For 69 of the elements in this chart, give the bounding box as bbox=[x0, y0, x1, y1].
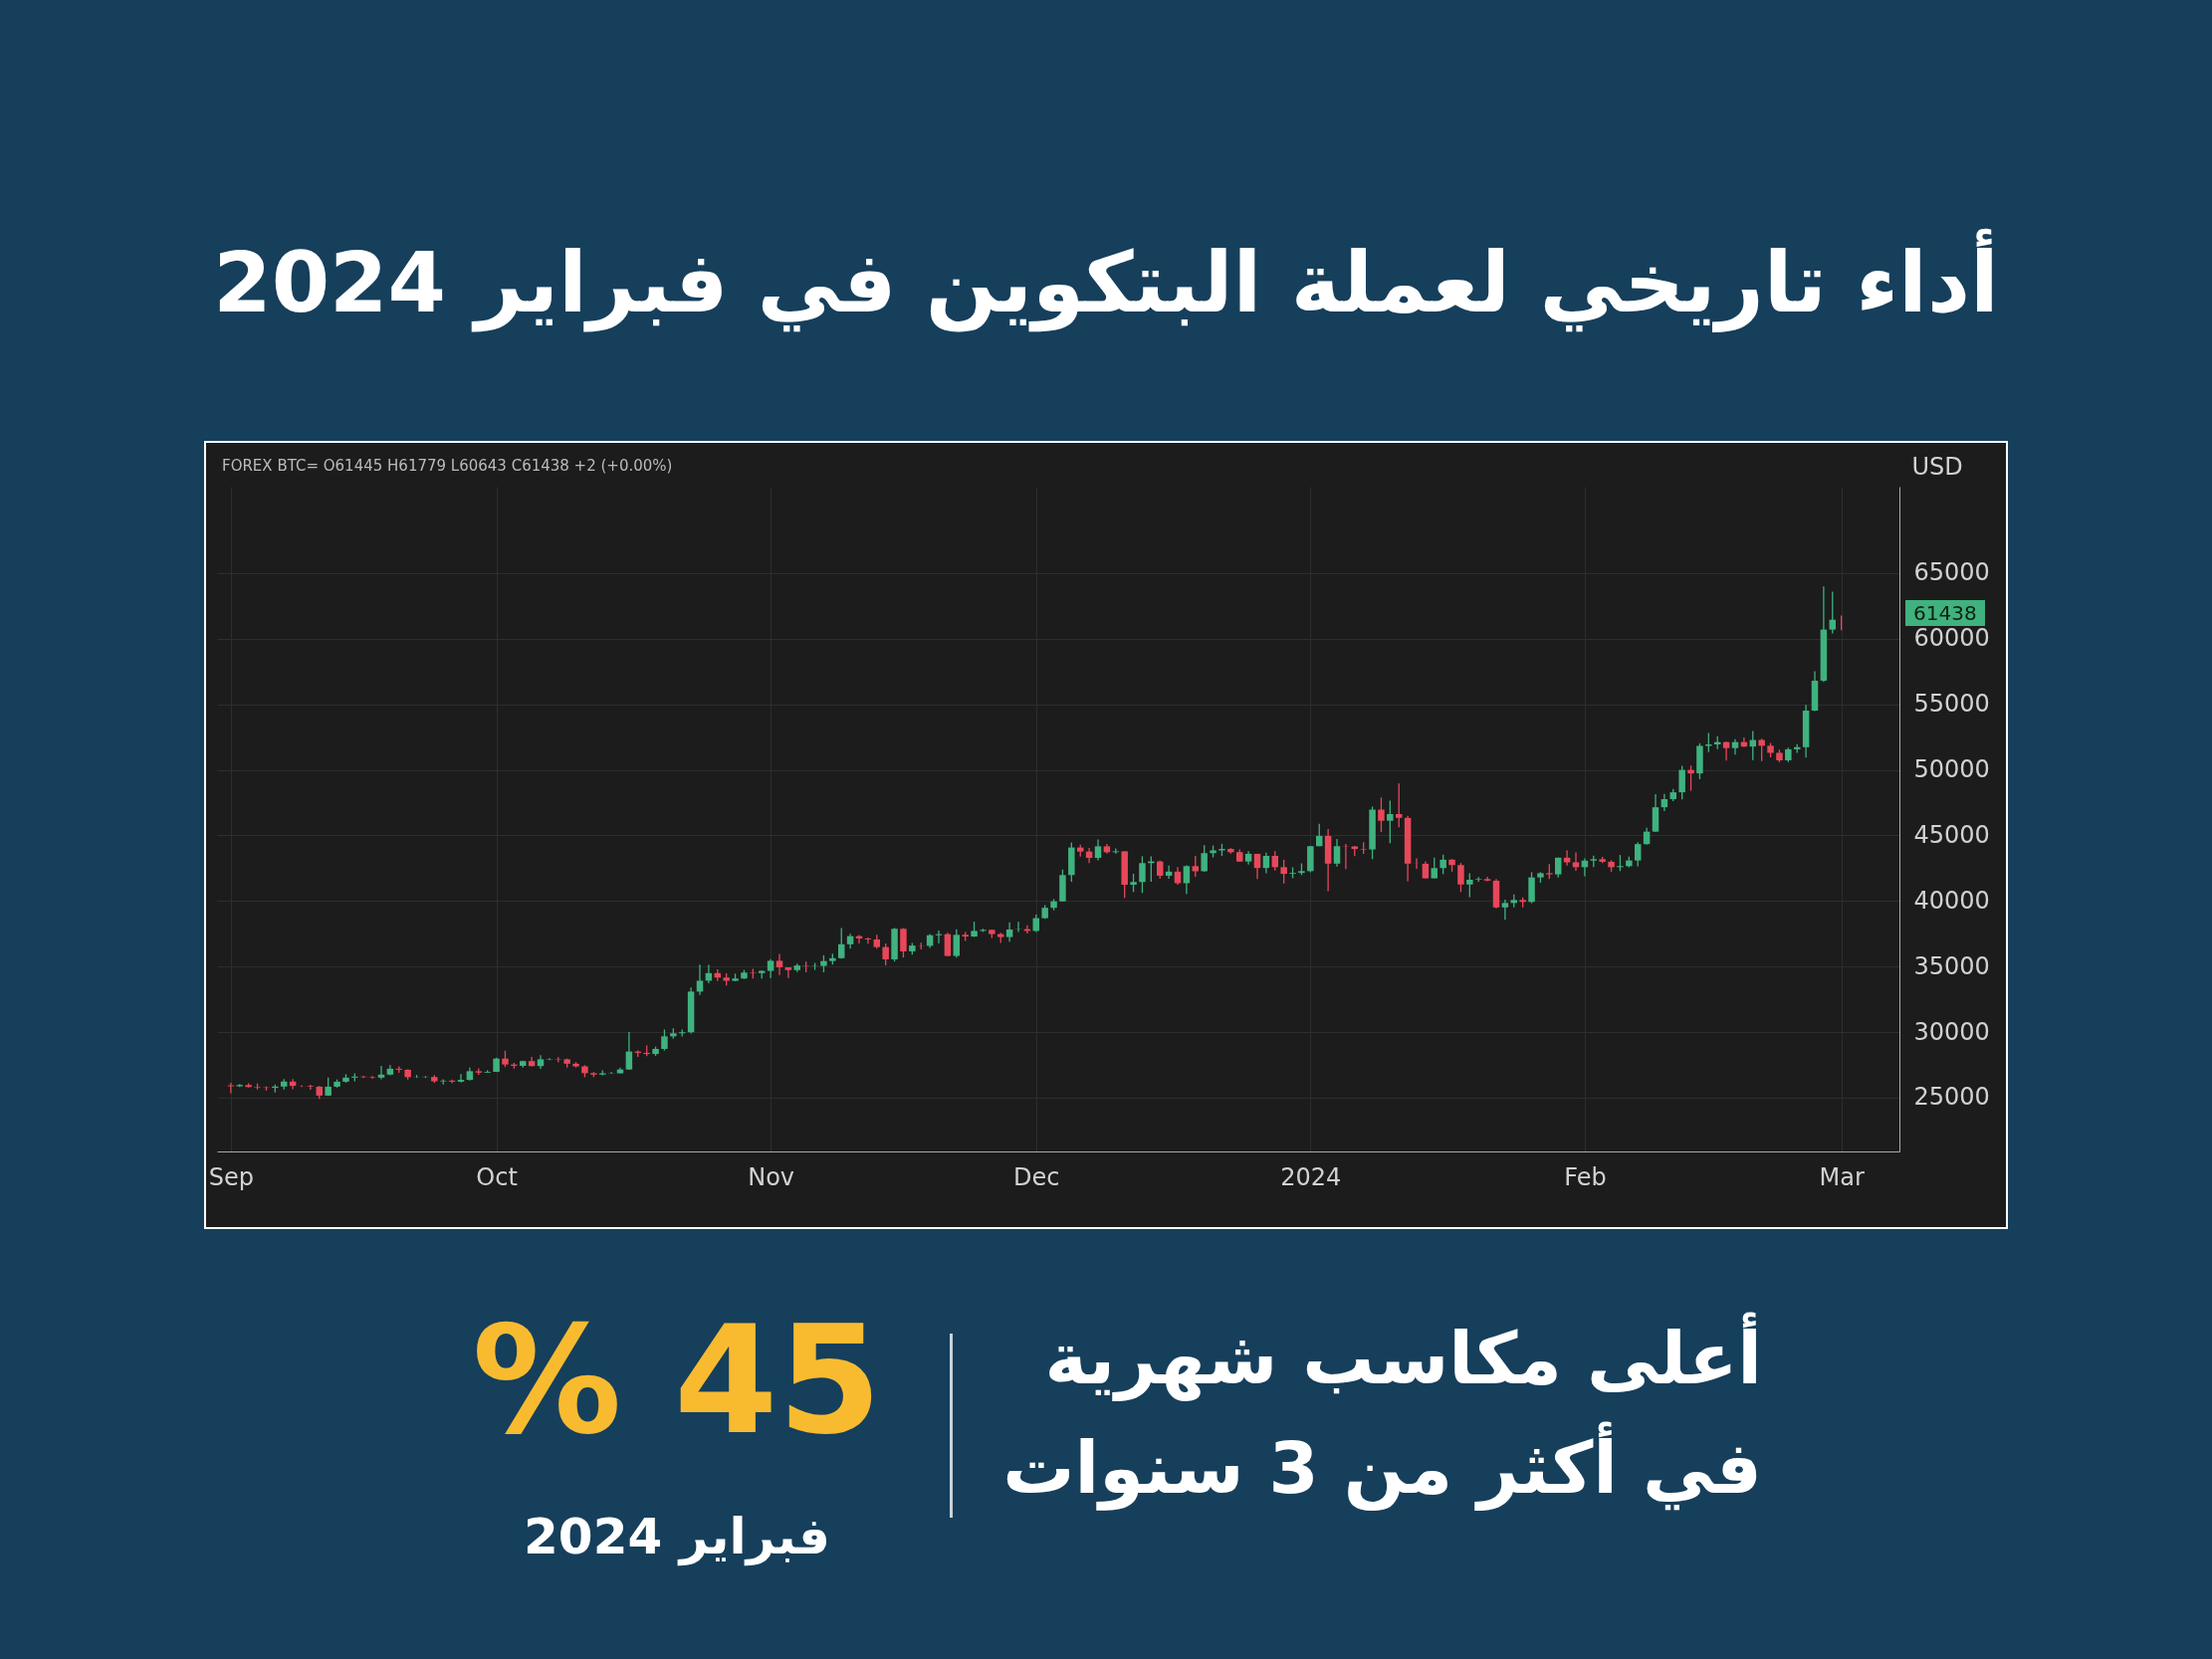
candlestick bbox=[1005, 922, 1013, 942]
candlestick bbox=[1466, 872, 1473, 899]
candlestick bbox=[1758, 737, 1765, 762]
candlestick bbox=[661, 1028, 668, 1052]
y-tick-label: 45000 bbox=[1913, 820, 1990, 849]
candlestick bbox=[696, 963, 704, 996]
candlestick bbox=[368, 1075, 376, 1080]
candlestick bbox=[1501, 899, 1509, 921]
candlestick bbox=[1572, 851, 1580, 872]
candlestick bbox=[1201, 844, 1208, 873]
candlestick bbox=[1483, 876, 1491, 883]
candlestick bbox=[457, 1073, 465, 1084]
x-tick-label: Sep bbox=[208, 1162, 255, 1191]
candlestick bbox=[1395, 782, 1403, 828]
candlestick bbox=[1387, 799, 1394, 845]
candlestick bbox=[1439, 854, 1446, 875]
y-tick-label: 40000 bbox=[1913, 886, 1990, 915]
candlestick bbox=[882, 942, 889, 966]
candlestick bbox=[1687, 764, 1694, 792]
candlestick bbox=[1829, 590, 1837, 635]
candlestick bbox=[377, 1065, 385, 1081]
candlestick bbox=[864, 936, 872, 944]
text: FOREX BTC= O61445 H61779 L60643 C61438 +2 (+0.00%) bbox=[222, 457, 673, 475]
y-tick-label: 25000 bbox=[1913, 1083, 1990, 1112]
candlestick bbox=[1678, 764, 1685, 800]
y-axis-title: USD bbox=[1911, 452, 1963, 481]
y-tick-label: 35000 bbox=[1913, 951, 1990, 980]
candlestick bbox=[767, 958, 774, 979]
x-tick-label: Oct bbox=[476, 1162, 518, 1191]
y-tick-label: 55000 bbox=[1913, 690, 1990, 719]
candlestick bbox=[775, 952, 783, 976]
candlestick bbox=[1280, 859, 1287, 885]
candlestick bbox=[1253, 853, 1261, 880]
text: أعلى مكاسب شهرية bbox=[1043, 1311, 1762, 1403]
candlestick bbox=[307, 1084, 315, 1091]
text: فبراير 2024 bbox=[523, 1508, 831, 1565]
candlestick bbox=[1094, 838, 1102, 862]
candlestick bbox=[1634, 841, 1642, 868]
candlestick bbox=[900, 927, 907, 958]
y-tick-label: 30000 bbox=[1913, 1017, 1990, 1046]
candlestick bbox=[1378, 796, 1385, 833]
x-tick-label: Feb bbox=[1564, 1162, 1607, 1191]
candlestick bbox=[1342, 843, 1350, 870]
text: 61438 bbox=[1905, 600, 1985, 626]
x-tick-label: Nov bbox=[748, 1162, 795, 1191]
text: في أكثر من 3 سنوات bbox=[1001, 1420, 1762, 1513]
x-tick-label: Dec bbox=[1013, 1162, 1060, 1191]
candlestick bbox=[837, 927, 845, 959]
y-tick-label: 60000 bbox=[1913, 624, 1990, 653]
candlestick bbox=[1130, 873, 1137, 894]
y-tick-label: 65000 bbox=[1913, 558, 1990, 587]
candlestick bbox=[625, 1031, 633, 1071]
text: 45 % bbox=[471, 1294, 883, 1467]
x-tick-label: Mar bbox=[1819, 1162, 1865, 1191]
candlestick bbox=[1183, 864, 1191, 895]
candlestick bbox=[1139, 855, 1146, 894]
candlestick bbox=[1192, 855, 1200, 878]
x-tick-label: 2024 bbox=[1280, 1162, 1342, 1191]
candlestick bbox=[953, 929, 961, 958]
candlestick bbox=[1722, 740, 1730, 762]
y-tick-label: 50000 bbox=[1913, 755, 1990, 784]
candlestick bbox=[784, 966, 792, 979]
candlestick bbox=[227, 1082, 235, 1095]
candlestick bbox=[1731, 738, 1739, 755]
candlestick bbox=[1431, 857, 1438, 880]
candlestick bbox=[1262, 852, 1270, 875]
candlestick bbox=[1156, 860, 1164, 880]
candlestick bbox=[1457, 862, 1464, 894]
candlestick bbox=[1333, 838, 1341, 868]
